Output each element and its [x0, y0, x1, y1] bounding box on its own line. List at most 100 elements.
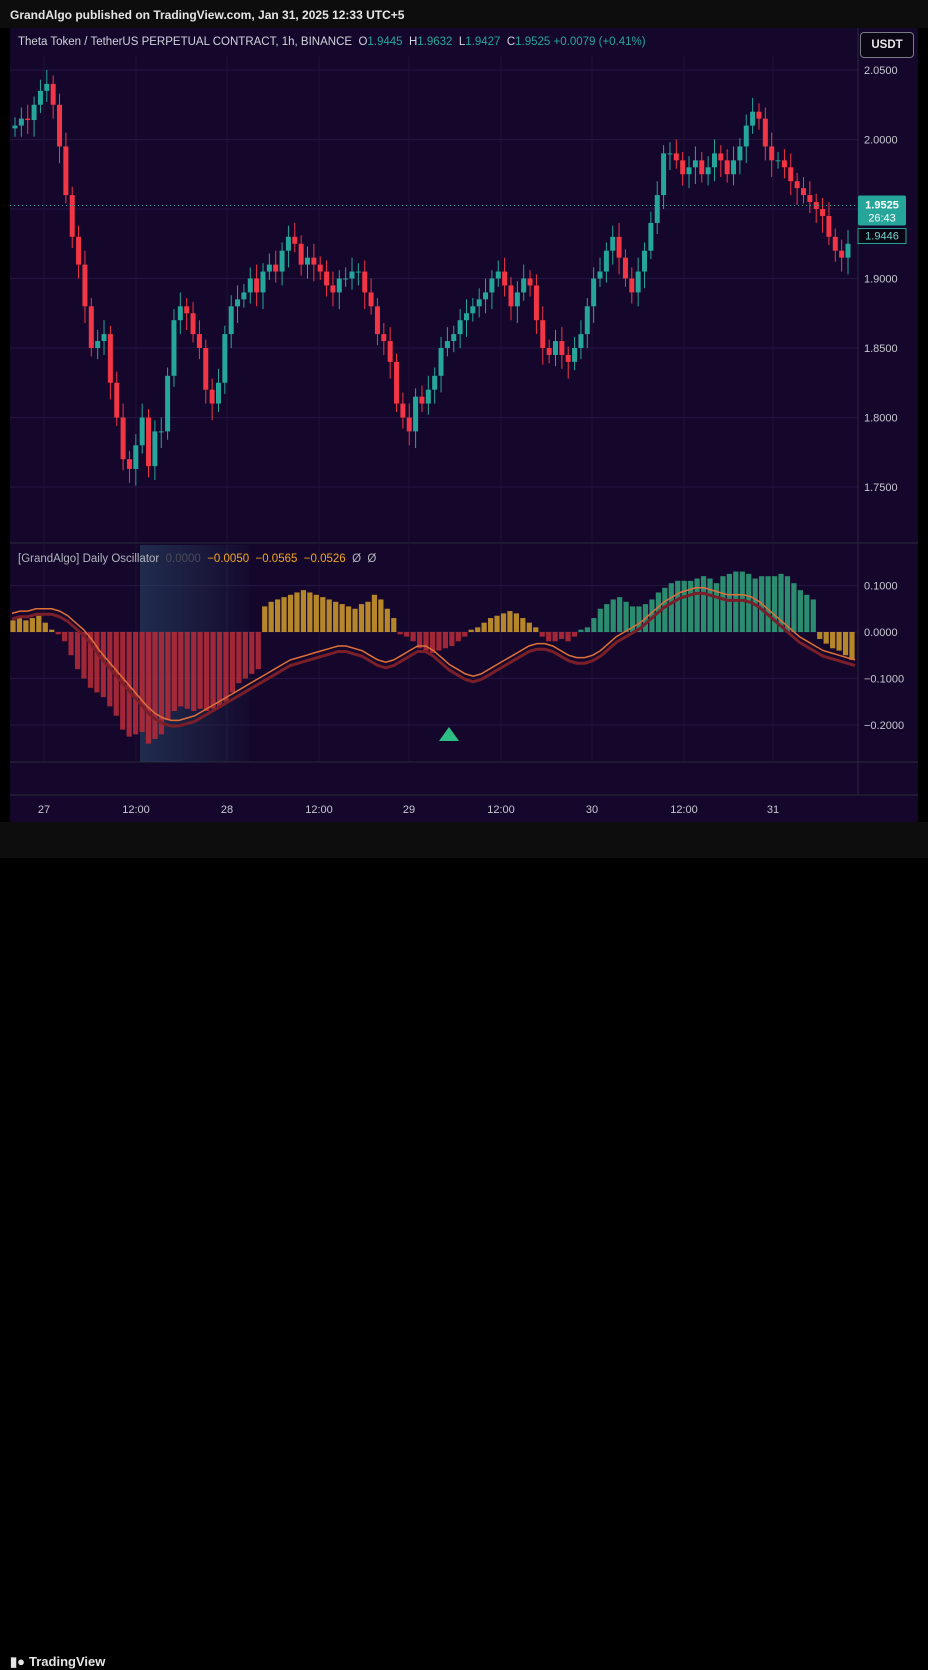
histogram-bar: [507, 611, 513, 632]
candle: [330, 271, 336, 307]
candle: [165, 367, 171, 440]
osc-axis-label: −0.2000: [864, 720, 904, 732]
histogram-bar: [307, 592, 313, 632]
histogram-bar: [552, 632, 558, 642]
histogram-bar: [623, 601, 629, 632]
candle: [152, 420, 158, 481]
histogram-bar: [842, 632, 849, 656]
prev-price-value: 1.9446: [865, 231, 899, 243]
histogram-bar: [591, 618, 597, 632]
histogram-bar: [16, 618, 23, 632]
candle: [381, 322, 387, 355]
histogram-bar: [649, 599, 655, 632]
histogram-bar: [236, 632, 242, 684]
candle: [457, 309, 463, 348]
candle: [654, 181, 660, 235]
histogram-bar: [487, 618, 494, 632]
candle: [37, 79, 43, 114]
histogram-bar: [584, 627, 590, 632]
candle: [661, 145, 667, 209]
histogram-bar: [10, 620, 16, 632]
histogram-bar: [494, 615, 500, 632]
histogram-bar: [520, 618, 526, 632]
candle: [711, 139, 717, 182]
candle: [686, 156, 692, 189]
histogram-bar: [249, 632, 255, 674]
candle: [88, 297, 94, 357]
candle: [432, 367, 438, 404]
histogram-bar: [546, 632, 552, 642]
close-value: 1.9525: [515, 36, 551, 48]
histogram-bar: [145, 632, 152, 744]
candle: [584, 297, 590, 348]
candle: [31, 96, 37, 137]
candle: [635, 257, 641, 307]
open-value: 1.9445: [367, 36, 403, 48]
histogram-bar: [791, 583, 797, 632]
histogram-bar: [804, 594, 810, 632]
time-axis-label: 12:00: [122, 804, 150, 816]
histogram-bar: [42, 622, 48, 632]
candle: [565, 346, 571, 379]
histogram-bar: [681, 580, 687, 632]
candle: [718, 145, 724, 178]
candle: [247, 267, 253, 304]
histogram-bar: [29, 618, 35, 632]
histogram-bar: [849, 632, 855, 660]
candle: [495, 260, 501, 287]
candle: [171, 309, 177, 387]
candle: [50, 75, 56, 119]
time-axis-label: 28: [221, 804, 233, 816]
change-value: +0.0079 (+0.41%): [553, 36, 646, 48]
publish-bar: GrandAlgo published on TradingView.com, …: [0, 0, 928, 28]
footer-bar: ▮● TradingView: [0, 822, 928, 1669]
candle: [737, 138, 743, 175]
histogram-bar: [778, 573, 784, 632]
candle: [279, 242, 285, 286]
histogram-bar: [675, 580, 681, 632]
candle: [769, 132, 775, 178]
candle: [406, 403, 412, 446]
histogram-bar: [74, 632, 81, 670]
histogram-bar: [339, 604, 345, 632]
candle: [527, 270, 533, 297]
histogram-bar: [462, 632, 468, 637]
candle: [743, 114, 749, 164]
histogram-bar: [184, 632, 190, 709]
candle: [260, 263, 266, 310]
oscillator-legend[interactable]: [GrandAlgo] Daily Oscillator 0.0000 −0.0…: [18, 553, 377, 565]
candle: [788, 153, 794, 196]
candle: [648, 211, 654, 260]
histogram-bar: [100, 632, 106, 698]
histogram-bar: [229, 632, 236, 693]
candle: [63, 132, 69, 204]
currency-button[interactable]: USDT: [860, 32, 914, 58]
candle: [368, 278, 374, 315]
candle: [126, 450, 132, 483]
histogram-bar: [410, 632, 416, 642]
histogram-bar: [442, 632, 449, 649]
histogram-bar: [513, 613, 519, 632]
candle: [603, 242, 609, 283]
candle: [139, 403, 145, 454]
histogram-bar: [533, 627, 539, 632]
histogram-bar: [81, 632, 87, 679]
tradingview-logo[interactable]: ▮● TradingView: [10, 1654, 106, 1669]
histogram-bar: [565, 632, 571, 642]
candle: [533, 274, 539, 335]
osc-axis-label: 0.0000: [864, 627, 898, 639]
histogram-bar: [578, 629, 584, 632]
candle: [572, 336, 578, 371]
candle: [705, 156, 711, 186]
candle: [215, 368, 221, 412]
candle: [680, 152, 686, 186]
price-axis-label: 1.8500: [864, 343, 898, 355]
histogram-bar: [255, 632, 261, 670]
candle: [775, 152, 781, 169]
histogram-bar: [617, 597, 623, 632]
symbol-legend[interactable]: Theta Token / TetherUS PERPETUAL CONTRAC…: [18, 36, 646, 48]
price-axis-label: 1.8000: [864, 413, 898, 425]
chart-canvas[interactable]: 2.05002.00001.95001.90001.85001.80001.75…: [0, 0, 928, 858]
histogram-bar: [597, 608, 603, 632]
histogram-bar: [352, 608, 358, 632]
